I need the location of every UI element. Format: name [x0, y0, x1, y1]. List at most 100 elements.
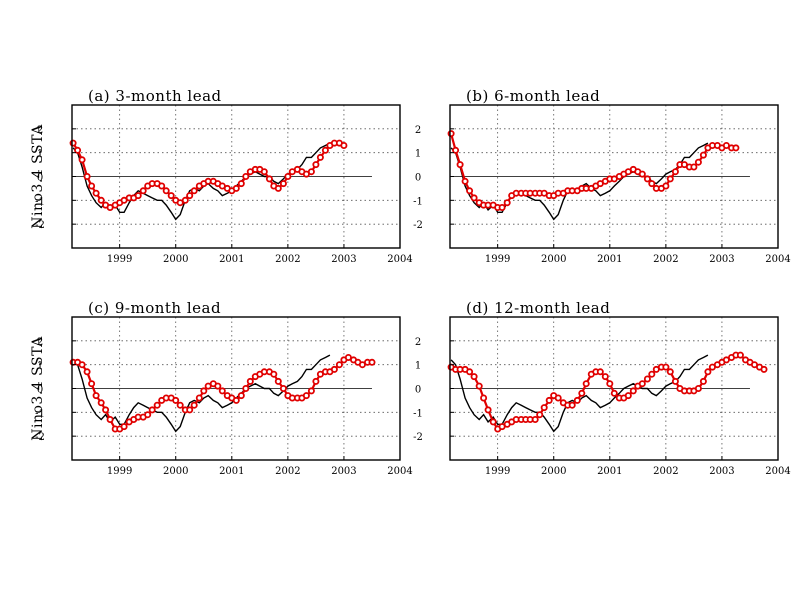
forecast-point — [638, 170, 646, 178]
forecast-point — [92, 189, 100, 197]
forecast-point — [606, 380, 614, 388]
forecast-point — [699, 377, 707, 385]
forecast-point — [321, 146, 329, 154]
forecast-point — [648, 370, 656, 378]
y-tick-label: -1 — [413, 408, 423, 419]
x-tick-label: 2003 — [709, 254, 734, 265]
forecast-point — [144, 411, 152, 419]
forecast-point — [274, 377, 282, 385]
forecast-point — [662, 182, 670, 190]
forecast-point — [214, 382, 222, 390]
x-tick-label: 1999 — [485, 466, 510, 477]
y-tick-label: 1 — [415, 361, 421, 372]
forecast-point — [470, 373, 478, 381]
forecast-point — [270, 370, 278, 378]
forecast-point — [699, 151, 707, 159]
forecast-point — [638, 380, 646, 388]
forecast-point — [218, 387, 226, 395]
forecast-point — [148, 406, 156, 414]
forecast-point — [690, 163, 698, 171]
forecast-point — [545, 396, 553, 404]
y-tick-label: -2 — [35, 220, 45, 231]
forecast-point — [671, 168, 679, 176]
forecast-point — [274, 184, 282, 192]
forecast-point — [83, 172, 91, 180]
forecast-point — [195, 394, 203, 402]
forecast-point — [106, 415, 114, 423]
forecast-point — [302, 392, 310, 400]
panel-title: (c) 9-month lead — [88, 299, 221, 317]
x-tick-label: 1999 — [107, 466, 132, 477]
forecast-point — [643, 375, 651, 383]
forecast-point — [260, 168, 268, 176]
forecast-point — [190, 401, 198, 409]
forecast-point — [74, 146, 82, 154]
forecast-point — [643, 175, 651, 183]
y-tick-label: 1 — [37, 149, 43, 160]
forecast-point — [167, 192, 175, 200]
forecast-point — [242, 384, 250, 392]
panel-title: (b) 6-month lead — [466, 87, 600, 105]
y-tick-label: 2 — [415, 125, 421, 136]
x-tick-label: 2001 — [219, 466, 244, 477]
x-tick-label: 2004 — [765, 254, 790, 265]
forecast-point — [578, 389, 586, 397]
y-tick-label: -1 — [35, 408, 45, 419]
forecast-point — [335, 361, 343, 369]
x-tick-label: 2002 — [275, 254, 300, 265]
forecast-point — [704, 368, 712, 376]
x-tick-label: 2002 — [275, 466, 300, 477]
y-tick-label: -2 — [413, 432, 423, 443]
forecast-point — [368, 358, 376, 366]
forecast-point — [181, 196, 189, 204]
forecast-point — [447, 130, 455, 138]
forecast-point — [582, 380, 590, 388]
forecast-point — [694, 158, 702, 166]
x-tick-label: 2004 — [387, 466, 412, 477]
forecast-point — [666, 175, 674, 183]
x-tick-label: 2002 — [653, 466, 678, 477]
forecast-point — [172, 396, 180, 404]
forecast-point — [330, 365, 338, 373]
forecast-point — [153, 401, 161, 409]
forecast-point — [190, 187, 198, 195]
forecast-point — [88, 182, 96, 190]
chart-panel-1: 1999 2000 2001 2002 2003 2004 -2 -1 0 1 2 (b) 6-mon… — [413, 87, 791, 265]
forecast-point — [568, 401, 576, 409]
forecast-point — [246, 377, 254, 385]
x-tick-label: 2002 — [653, 254, 678, 265]
forecast-point — [596, 368, 604, 376]
x-tick-label: 2004 — [765, 466, 790, 477]
x-tick-label: 2000 — [541, 466, 566, 477]
forecast-point — [232, 184, 240, 192]
forecast-point — [139, 187, 147, 195]
chart-panel-2: 1999 2000 2001 2002 2003 2004 -2 -1 0 1 2 (c) 9-mon… — [30, 299, 413, 477]
forecast-point — [316, 153, 324, 161]
x-tick-label: 2003 — [331, 466, 356, 477]
y-tick-label: 1 — [37, 361, 43, 372]
forecast-point — [312, 377, 320, 385]
x-tick-label: 2003 — [709, 466, 734, 477]
forecast-point — [452, 146, 460, 154]
forecast-point — [120, 423, 128, 431]
forecast-point — [83, 368, 91, 376]
forecast-point — [666, 368, 674, 376]
x-tick-label: 2000 — [163, 466, 188, 477]
forecast-point — [186, 406, 194, 414]
forecast-point — [456, 161, 464, 169]
x-tick-label: 2001 — [597, 254, 622, 265]
forecast-point — [78, 156, 86, 164]
y-tick-label: -1 — [413, 196, 423, 207]
forecast-point — [648, 180, 656, 188]
forecast-point — [102, 406, 110, 414]
forecast-point — [466, 187, 474, 195]
forecast-point — [480, 394, 488, 402]
x-tick-label: 2001 — [597, 466, 622, 477]
forecast-point — [176, 401, 184, 409]
y-axis-label: Nino3.4 SSTA — [30, 336, 46, 441]
chart-panel-0: 1999 2000 2001 2002 2003 2004 -2 -1 0 1 2 (a) 3-mon… — [30, 87, 413, 265]
y-tick-label: -2 — [413, 220, 423, 231]
x-tick-label: 2001 — [219, 254, 244, 265]
